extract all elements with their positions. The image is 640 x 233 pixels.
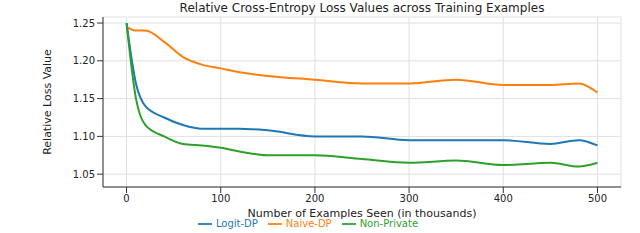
svg-text:1.25: 1.25 (73, 18, 95, 29)
svg-text:300: 300 (400, 193, 419, 204)
svg-text:Relative Loss Value: Relative Loss Value (41, 49, 54, 155)
html-text:Non-Private: Non-Private (359, 218, 419, 229)
svg-text:400: 400 (494, 193, 513, 204)
html-text:Naive-DP: Naive-DP (285, 218, 332, 229)
svg-text:500: 500 (588, 193, 607, 204)
svg-text:0: 0 (123, 193, 129, 204)
svg-text:100: 100 (211, 193, 230, 204)
svg-text:1.05: 1.05 (73, 169, 95, 180)
svg-text:Number of Examples Seen (in th: Number of Examples Seen (in thousands) (248, 207, 477, 220)
html-text:Relative Cross-Entropy Loss Va: Relative Cross-Entropy Loss Values acros… (179, 1, 545, 15)
svg-text:1.15: 1.15 (73, 93, 95, 104)
svg-text:1.20: 1.20 (73, 55, 95, 66)
svg-text:1.10: 1.10 (73, 131, 95, 142)
svg-text:200: 200 (305, 193, 324, 204)
html-text:Logit-DP: Logit-DP (215, 218, 258, 229)
